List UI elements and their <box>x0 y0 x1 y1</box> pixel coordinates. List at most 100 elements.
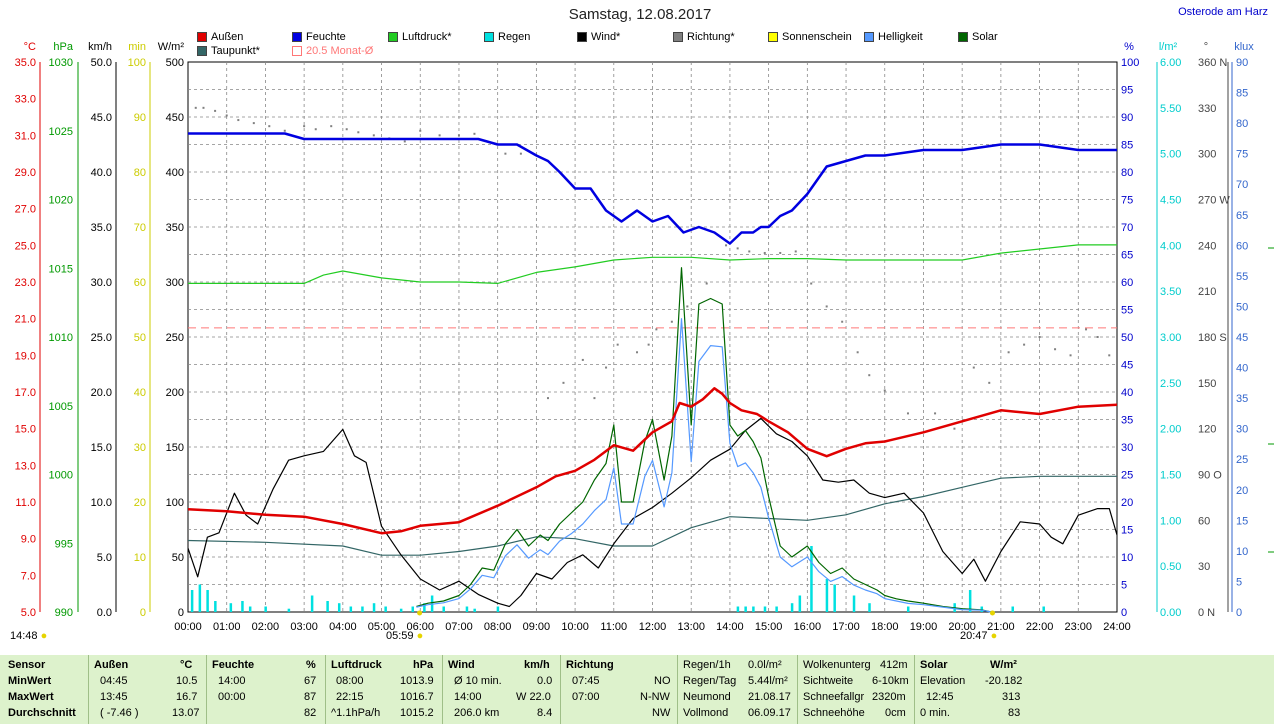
y-tick-temp: 9.0 <box>21 534 36 546</box>
y-tick-rain: 1.50 <box>1160 470 1181 482</box>
chart-canvas: 00:00 01:00 02:00 03:00 04:00 05:00 06:00 07:00… <box>15 41 1274 633</box>
y-tick-sun: 50 <box>134 332 146 344</box>
stats-value: 0cm <box>885 707 906 719</box>
y-tick-pressure: 1000 <box>49 470 73 482</box>
x-tick-label: 17:00 <box>832 621 860 633</box>
y-tick-direction: 330 <box>1198 103 1216 115</box>
rain-bar <box>372 603 376 612</box>
legend-label: Sonnenschein <box>782 31 852 43</box>
y-tick-solar: 100 <box>166 497 184 509</box>
y-tick-lux: 5 <box>1236 576 1242 588</box>
station-location-link[interactable]: Osterode am Harz <box>1178 6 1268 18</box>
divider <box>442 655 443 724</box>
direction-point <box>883 389 886 392</box>
y-tick-lux: 80 <box>1236 118 1248 130</box>
y-tick-rain: 5.50 <box>1160 103 1181 115</box>
divider <box>325 655 326 724</box>
rain-bar <box>310 595 314 612</box>
stats-note: Ø 10 min. <box>454 675 502 687</box>
stats-row-label: Durchschnitt <box>8 707 76 719</box>
stats-time: 07:00 <box>572 691 600 703</box>
axis-unit-sun: min <box>128 41 146 53</box>
y-tick-pressure: 1005 <box>49 401 73 413</box>
x-tick-label: 03:00 <box>290 621 318 633</box>
axis-unit-lux: klux <box>1234 41 1254 53</box>
rain-bar <box>248 606 252 612</box>
chart-title: Samstag, 12.08.2017 <box>568 6 712 23</box>
y-tick-temp: 27.0 <box>15 204 36 216</box>
direction-point <box>841 320 844 323</box>
y-tick-lux: 65 <box>1236 210 1248 222</box>
direction-point <box>972 366 975 369</box>
rain-bar <box>326 601 329 612</box>
y-tick-humidity: 5 <box>1121 580 1127 592</box>
rain-bar <box>361 606 364 612</box>
rain-bar <box>790 603 794 612</box>
direction-point <box>214 109 217 112</box>
x-tick-label: 02:00 <box>252 621 280 633</box>
direction-point <box>519 152 522 155</box>
y-tick-pressure: 1030 <box>49 57 73 69</box>
direction-point <box>303 125 306 128</box>
y-tick-solar: 50 <box>172 552 184 564</box>
stats-label: Vollmond <box>683 707 729 719</box>
rain-bar <box>752 606 755 612</box>
x-tick-label: 05:00 <box>368 621 396 633</box>
legend-label: Feuchte <box>306 31 346 43</box>
stats-time: 12:45 <box>926 691 954 703</box>
legend-luftdruck: Luftdruck* <box>388 31 452 43</box>
y-tick-lux: 20 <box>1236 485 1248 497</box>
legend-label: Helligkeit <box>878 31 923 43</box>
y-tick-sun: 70 <box>134 222 146 234</box>
x-tick-label: 09:00 <box>523 621 551 633</box>
direction-point <box>655 328 658 331</box>
legend-wind: Wind* <box>577 31 620 43</box>
stats-value: 67 <box>304 675 317 687</box>
y-tick-lux: 55 <box>1236 271 1248 283</box>
stats-note: 206.0 km <box>454 707 500 719</box>
direction-point <box>825 305 828 308</box>
y-tick-sun: 60 <box>134 277 146 289</box>
y-tick-lux: 70 <box>1236 179 1248 191</box>
stats-header-feuchte: Feuchte <box>212 659 255 671</box>
y-tick-pressure: 995 <box>55 538 73 550</box>
x-tick-label: 13:00 <box>677 621 705 633</box>
y-tick-humidity: 75 <box>1121 195 1133 207</box>
stats-value: NW <box>652 707 671 719</box>
stats-header-wind: Wind <box>448 659 475 671</box>
direction-point <box>636 351 639 354</box>
stats-unit: W/m² <box>990 659 1017 671</box>
direction-point <box>225 114 228 117</box>
y-tick-humidity: 50 <box>1121 332 1133 344</box>
stats-value: 0.0 <box>537 675 553 687</box>
stats-value: 1013.9 <box>400 675 434 687</box>
direction-point <box>473 132 476 135</box>
rain-bar <box>287 608 291 612</box>
series-line-solar <box>416 267 992 613</box>
y-tick-humidity: 30 <box>1121 442 1133 454</box>
y-tick-pressure: 1015 <box>49 263 73 275</box>
y-tick-rain: 1.00 <box>1160 515 1181 527</box>
y-tick-solar: 250 <box>166 332 184 344</box>
legend-label: Regen <box>498 31 531 43</box>
stats-unit: hPa <box>413 659 434 671</box>
divider <box>206 655 207 724</box>
axis-unit-humidity: % <box>1124 41 1134 53</box>
sunrise-label: 05:59 ● <box>386 630 423 642</box>
y-tick-sun: 40 <box>134 387 146 399</box>
sunset-label: 20:47 ● <box>960 630 997 642</box>
stats-label: Elevation <box>920 675 966 687</box>
y-tick-wind: 30.0 <box>91 277 112 289</box>
series-line-helligkeit <box>416 318 992 613</box>
y-tick-rain: 2.00 <box>1160 424 1181 436</box>
rain-bar <box>496 606 500 612</box>
stats-value: 21.08.17 <box>748 691 791 703</box>
rain-bar <box>763 606 767 612</box>
y-tick-humidity: 0 <box>1121 607 1127 619</box>
y-tick-rain: 0.50 <box>1160 561 1181 573</box>
sun-icon: ● <box>40 630 48 642</box>
rain-bar <box>473 608 476 612</box>
direction-point <box>237 119 240 122</box>
legend-feuchte: Feuchte <box>292 31 346 43</box>
y-tick-temp: 29.0 <box>15 167 36 179</box>
